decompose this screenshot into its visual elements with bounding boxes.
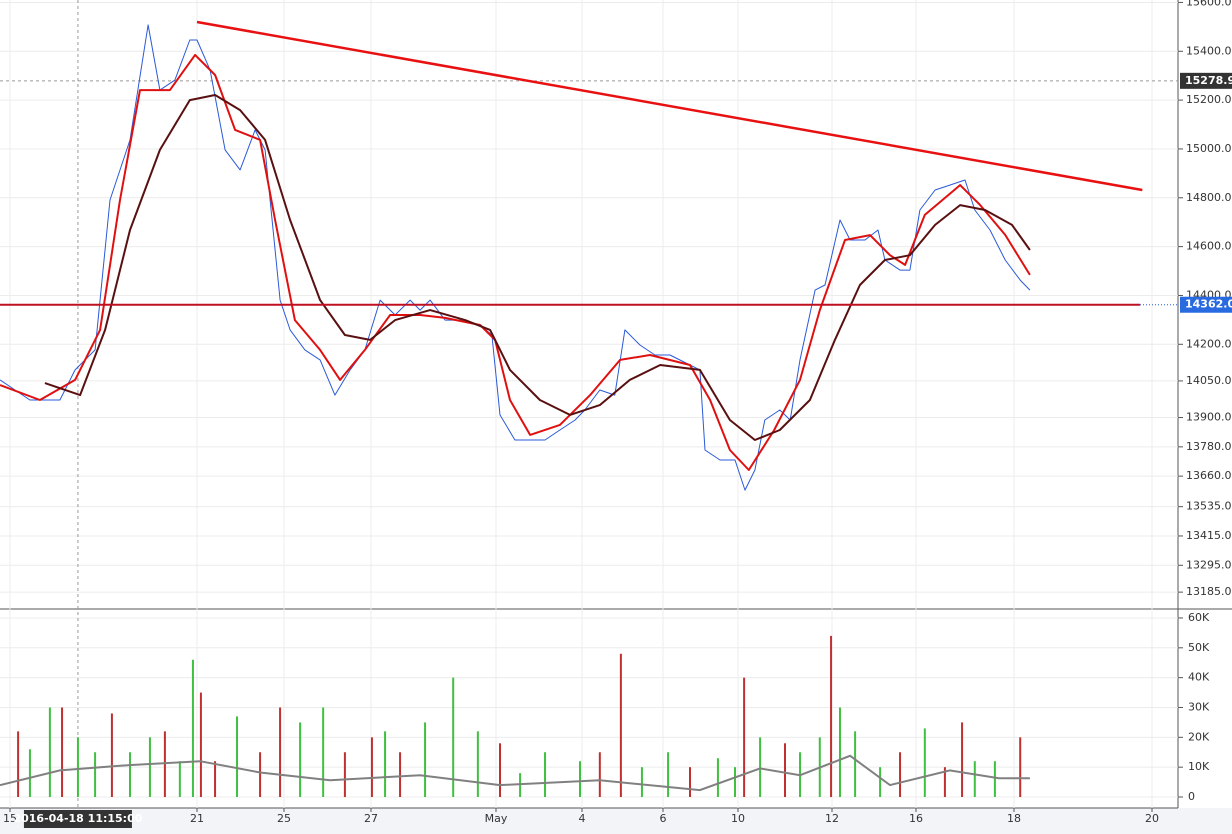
volume-bar [279,707,282,797]
y-tick-label: 15000.00 [1186,142,1232,155]
y-tick-label: 0 [1188,790,1195,803]
volume-ma [0,754,1030,792]
y-tick-label: 15600.00 [1186,0,1232,8]
y-tick-label: 10K [1188,760,1210,773]
volume-bar [322,707,325,797]
volume-bar [61,707,64,797]
volume-bar [399,752,402,797]
volume-bar [370,737,373,797]
price-line [0,24,1031,491]
last-price-label: 14362.00 [1185,298,1232,311]
volume-bar [343,752,346,797]
volume-bar [784,743,786,797]
volume-bar [48,707,51,797]
volume-bar [961,722,964,797]
volume-bar [110,713,113,797]
volume-bar [667,752,670,797]
x-tick-label: 15 [3,812,17,825]
volume-bar [716,758,719,797]
volume-bar [640,767,643,797]
volume-bar [973,761,976,797]
y-tick-label: 13295.00 [1186,558,1232,571]
price-line [0,53,1031,471]
x-tick-label: 27 [364,812,378,825]
x-tick-label: 20 [1145,812,1159,825]
x-tick-label: 6 [660,812,667,825]
x-tick-label: May [485,812,508,825]
crosshair-y-label: 15278.95 [1185,74,1232,87]
crosshair-x-label: 2016-04-18 11:15:00 [13,812,142,825]
volume-bar [993,761,996,797]
volume-bar [544,752,547,797]
y-tick-label: 60K [1188,611,1210,624]
volume-bar [830,635,833,797]
volume-bar [17,731,20,797]
last-price-box [1180,296,1232,313]
volume-bar [743,677,746,797]
volume-bar [598,752,601,797]
y-tick-label: 40K [1188,671,1210,684]
volume-bar [259,752,262,797]
y-tick-label: 13415.00 [1186,529,1232,542]
x-tick-label: 4 [579,812,586,825]
x-tick-label: 10 [731,812,745,825]
x-tick-label: 16 [909,812,923,825]
x-tick-label: 25 [277,812,291,825]
x-tick-label: 18 [1007,812,1021,825]
y-tick-label: 20K [1188,730,1210,743]
volume-bar [854,731,857,797]
volume-bar [299,722,302,797]
y-tick-label: 13535.00 [1186,500,1232,513]
volume-bar [1019,737,1022,797]
volume-bar [619,653,622,797]
y-tick-label: 30K [1188,700,1210,713]
volume-bar [384,731,387,797]
volume-bar [94,752,97,797]
price-line [44,94,1031,441]
volume-bar [879,767,882,797]
volume-bar [424,722,427,797]
y-tick-label: 14600.00 [1186,240,1232,253]
volume-bar [689,767,691,797]
x-tick-label: 12 [825,812,839,825]
volume-bar [923,728,926,797]
y-tick-label: 14800.00 [1186,191,1232,204]
y-tick-label: 13900.00 [1186,411,1232,424]
volume-bar [163,731,166,797]
volume-bar [838,707,841,797]
volume-bar [178,761,181,797]
volume-bar [734,767,736,797]
y-tick-label: 13660.00 [1186,469,1232,482]
volume-bar [499,743,502,797]
y-tick-label: 14050.00 [1186,374,1232,387]
y-tick-label: 13780.00 [1186,440,1232,453]
volume-bar [899,752,902,797]
x-tick-label: 21 [190,812,204,825]
volume-bar [214,761,217,797]
y-tick-label: 50K [1188,641,1210,654]
volume-bar [76,737,79,797]
x-axis-band [0,808,1232,834]
y-tick-label: 15200.00 [1186,93,1232,106]
crosshair-x-box [23,810,132,828]
volume-bar [452,677,455,797]
y-tick-label: 13185.00 [1186,585,1232,598]
crosshair-y-box [1180,72,1232,89]
volume-bar [191,659,194,797]
volume-bar [943,767,946,797]
volume-bar [759,737,762,797]
volume-bar [578,761,581,797]
volume-bar [199,692,202,797]
volume-bar [236,716,239,797]
volume-bar [28,749,31,797]
y-tick-label: 14200.00 [1186,337,1232,350]
trend-line [196,20,1143,192]
volume-bar [476,731,479,797]
y-tick-label: 15400.00 [1186,44,1232,57]
volume-bar [148,737,151,797]
volume-bar [128,752,131,797]
